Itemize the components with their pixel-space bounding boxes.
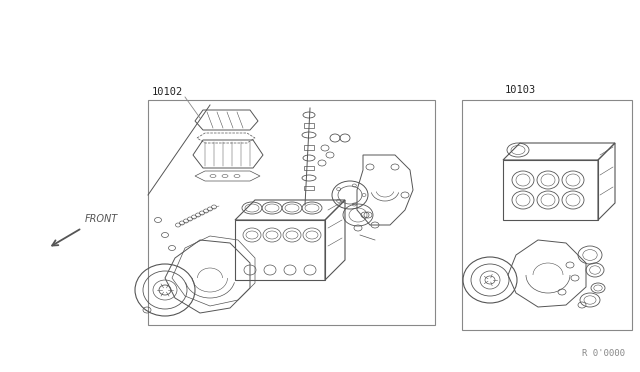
Text: FRONT: FRONT — [85, 214, 118, 224]
Text: 10103: 10103 — [505, 85, 536, 95]
Text: 10102: 10102 — [152, 87, 183, 97]
Text: R 0'0000: R 0'0000 — [582, 349, 625, 358]
